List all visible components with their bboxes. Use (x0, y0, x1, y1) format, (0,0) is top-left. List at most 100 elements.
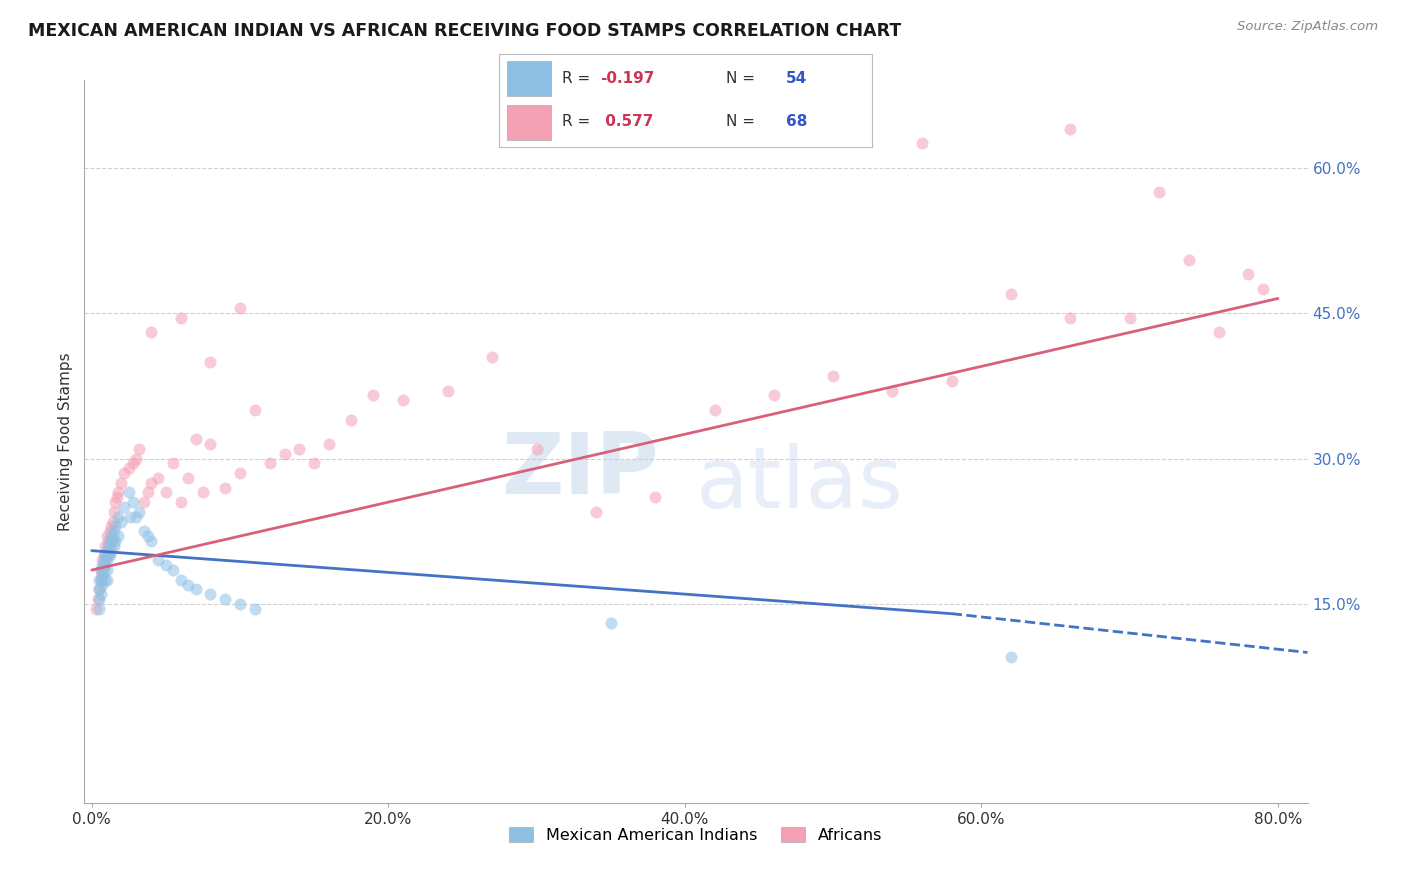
Point (318, 437, 340, 451)
Point (229, 597, 252, 611)
Point (139, 475, 162, 490)
Point (100, 543, 122, 558)
Point (84, 602, 107, 616)
Point (107, 509, 129, 524)
Point (122, 456, 145, 470)
Point (96, 543, 118, 558)
Point (94, 553, 117, 567)
Point (118, 461, 141, 475)
Point (125, 451, 148, 466)
Point (200, 587, 222, 601)
Point (104, 519, 127, 533)
Point (1059, 121, 1081, 136)
Point (96, 543, 118, 558)
Point (101, 515, 124, 529)
Point (526, 442, 548, 456)
Text: Source: ZipAtlas.com: Source: ZipAtlas.com (1237, 20, 1378, 33)
Point (90, 563, 112, 577)
Point (100, 529, 122, 543)
Point (103, 539, 125, 553)
Text: MEXICAN AMERICAN INDIAN VS AFRICAN RECEIVING FOOD STAMPS CORRELATION CHART: MEXICAN AMERICAN INDIAN VS AFRICAN RECEI… (28, 22, 901, 40)
Point (177, 471, 200, 485)
Point (136, 485, 159, 500)
Text: 68: 68 (786, 114, 807, 129)
Point (94, 558, 117, 573)
Point (118, 485, 141, 500)
Point (105, 491, 128, 505)
Point (139, 533, 162, 548)
Point (107, 529, 129, 543)
Point (112, 466, 135, 480)
Point (89, 582, 111, 597)
Point (288, 442, 311, 456)
Point (340, 413, 363, 427)
Text: 54: 54 (786, 70, 807, 86)
Point (90, 573, 112, 587)
Point (91, 577, 114, 591)
Point (136, 529, 159, 543)
Legend: Mexican American Indians, Africans: Mexican American Indians, Africans (503, 820, 889, 849)
Text: ZIP: ZIP (502, 429, 659, 512)
Point (94, 549, 117, 563)
Point (882, 384, 904, 398)
Point (89, 573, 111, 587)
Point (243, 602, 266, 616)
Point (89, 592, 111, 607)
Text: N =: N = (727, 114, 761, 129)
Point (823, 369, 845, 384)
Point (91, 567, 114, 582)
Point (86, 592, 108, 607)
Point (94, 573, 117, 587)
Point (139, 326, 162, 340)
Point (911, 136, 934, 151)
Point (93, 563, 115, 577)
Text: R =: R = (562, 70, 596, 86)
Point (90, 573, 112, 587)
Point (112, 500, 135, 514)
Point (162, 563, 184, 577)
Point (89, 582, 111, 597)
Point (101, 531, 124, 545)
Point (148, 471, 170, 485)
Point (644, 491, 666, 505)
Point (132, 524, 155, 539)
Point (481, 350, 503, 364)
Point (184, 582, 207, 597)
Point (1251, 282, 1274, 296)
Point (110, 475, 132, 490)
Point (120, 509, 142, 524)
Point (103, 505, 125, 519)
Point (148, 553, 170, 567)
Point (110, 515, 132, 529)
Point (585, 505, 607, 519)
Point (96, 573, 118, 587)
Point (941, 374, 963, 388)
Point (97, 533, 120, 548)
Point (184, 432, 207, 446)
Point (98, 539, 121, 553)
Point (128, 505, 150, 519)
Point (200, 354, 222, 368)
Point (436, 384, 458, 398)
Point (200, 437, 222, 451)
Text: R =: R = (562, 114, 596, 129)
Point (170, 495, 193, 509)
Point (132, 495, 155, 509)
Point (1208, 326, 1230, 340)
Point (1178, 252, 1201, 267)
Point (273, 447, 295, 461)
Point (1059, 310, 1081, 325)
Point (104, 495, 127, 509)
Point (104, 533, 127, 548)
Point (1000, 650, 1022, 665)
Point (1000, 286, 1022, 301)
Point (91, 567, 114, 582)
Point (96, 553, 118, 567)
Text: N =: N = (727, 70, 761, 86)
Point (599, 616, 621, 631)
Point (91, 558, 114, 573)
Point (229, 466, 252, 480)
Point (243, 403, 266, 417)
Point (93, 549, 115, 563)
Point (229, 301, 252, 316)
